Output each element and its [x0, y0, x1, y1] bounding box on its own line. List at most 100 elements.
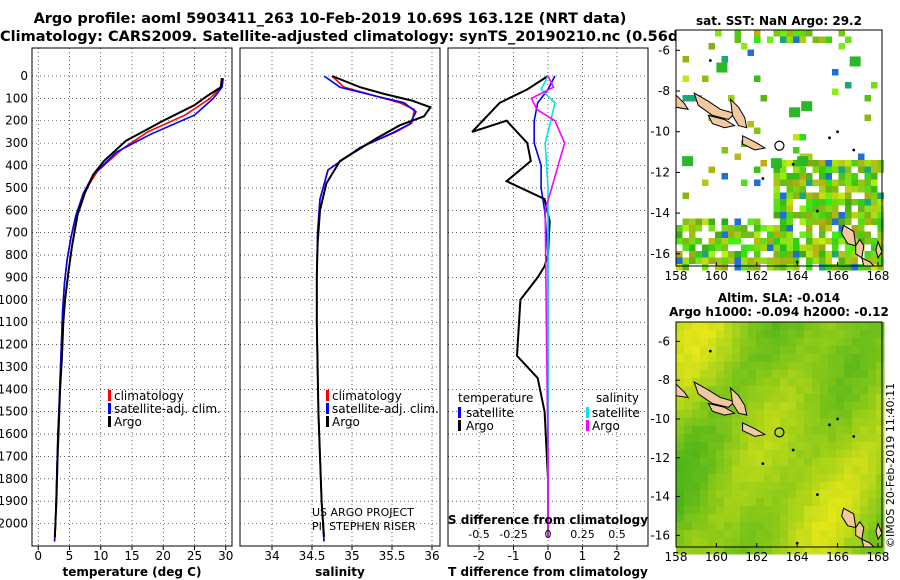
sst-cell [864, 192, 871, 199]
sla-cell [724, 418, 733, 427]
sla-cell [700, 370, 709, 379]
sla-cell [828, 410, 837, 419]
sla-cell [828, 378, 837, 387]
y-tick-label: 800 [5, 248, 28, 262]
sla-cell [852, 442, 861, 451]
sla-cell [844, 346, 853, 355]
sla-cell [708, 474, 717, 483]
sst-cell [819, 244, 826, 251]
sst-cell [702, 244, 709, 251]
sst-cell [825, 160, 832, 167]
y-tick-label: -12 [650, 451, 670, 465]
sst-cell [689, 231, 696, 238]
sla-cell [788, 322, 797, 331]
sla-cell [780, 498, 789, 507]
sla-cell [852, 426, 861, 435]
sla-cell [676, 546, 685, 555]
annotation-pi: PI: STEPHEN RISER [312, 520, 416, 533]
sla-cell [756, 378, 765, 387]
sla-cell [724, 346, 733, 355]
sla-cell [676, 378, 685, 387]
sst-cell [728, 257, 735, 264]
sla-cell [780, 322, 789, 331]
sst-cell [695, 218, 702, 225]
sla-cell [764, 450, 773, 459]
sla-cell [756, 458, 765, 467]
sst-cell [825, 212, 832, 219]
salinity-tick-label: 0 [545, 528, 552, 541]
sla-cell [780, 458, 789, 467]
sst-cell [801, 101, 813, 112]
sla-cell [692, 498, 701, 507]
sla-cell [756, 538, 765, 547]
sla-cell [676, 410, 685, 419]
sla-cell [764, 338, 773, 347]
sst-cell [754, 30, 761, 37]
sla-cell [836, 530, 845, 539]
sst-cell [812, 251, 819, 258]
sla-cell [756, 338, 765, 347]
sla-cell [788, 402, 797, 411]
legend-heading-temperature: temperature [458, 391, 533, 405]
x-tick-label: -2 [473, 549, 485, 563]
sla-cell [844, 490, 853, 499]
sla-cell [748, 410, 757, 419]
sst-cell [702, 75, 709, 82]
sst-cell [786, 225, 793, 232]
sst-cell [799, 36, 806, 43]
sla-cell [692, 490, 701, 499]
sst-cell [851, 264, 858, 271]
sst-cell [819, 238, 826, 245]
sst-cell [877, 218, 884, 225]
sla-cell [780, 530, 789, 539]
sst-cell [715, 257, 722, 264]
sst-cell [780, 160, 787, 167]
sla-cell [868, 338, 877, 347]
sla-cell [764, 322, 773, 331]
sla-cell [780, 378, 789, 387]
sla-cell [788, 410, 797, 419]
sla-cell [772, 530, 781, 539]
sla-cell [820, 354, 829, 363]
islet-dot [795, 260, 799, 264]
y-tick-label: 1900 [0, 494, 28, 508]
x-tick-label: 164 [786, 269, 809, 283]
sst-cell [754, 127, 761, 134]
sst-cell [773, 238, 780, 245]
sla-cell [692, 450, 701, 459]
sla-cell [676, 394, 685, 403]
sla-cell [852, 538, 861, 547]
sla-cell [700, 482, 709, 491]
sla-cell [828, 434, 837, 443]
legend-swatch [586, 407, 589, 418]
sst-cell [819, 264, 826, 271]
sla-cell [700, 530, 709, 539]
sla-cell [772, 474, 781, 483]
sst-cell [851, 186, 858, 193]
sst-cell [877, 238, 884, 245]
sst-cell [845, 257, 852, 264]
sst-cell [773, 205, 780, 212]
sst-cell [780, 231, 787, 238]
sla-cell [860, 402, 869, 411]
sla-cell [684, 322, 693, 331]
sla-cell [820, 418, 829, 427]
sla-cell [852, 490, 861, 499]
sla-cell [740, 514, 749, 523]
sla-cell [828, 458, 837, 467]
x-tick-label: 162 [745, 269, 768, 283]
sla-cell [764, 490, 773, 499]
sla-cell [684, 522, 693, 531]
sst-cell [812, 179, 819, 186]
sla-cell [780, 442, 789, 451]
sst-cell [819, 199, 826, 206]
legend-swatch [586, 420, 589, 431]
sla-cell [676, 346, 685, 355]
sla-cell [684, 546, 693, 555]
sla-cell [812, 450, 821, 459]
sla-cell [836, 498, 845, 507]
sla-cell [708, 490, 717, 499]
sla-cell [860, 474, 869, 483]
sst-cell [832, 186, 839, 193]
islet-dot [708, 349, 712, 353]
